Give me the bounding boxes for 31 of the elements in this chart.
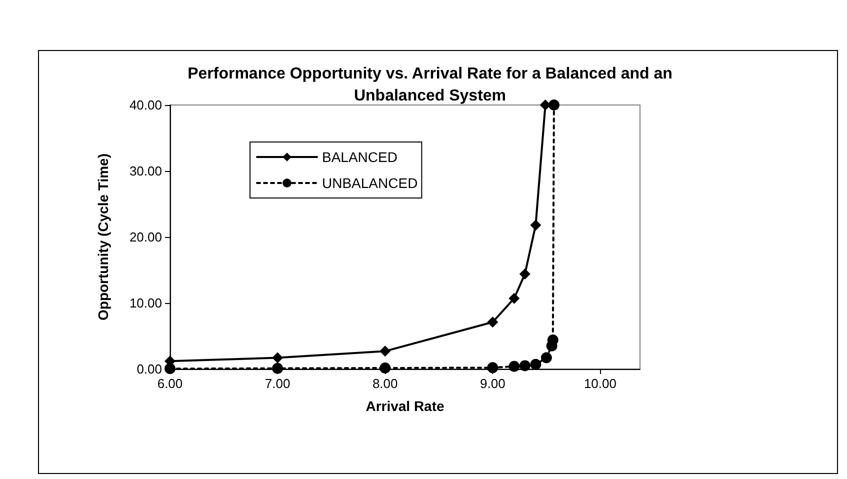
point (540, 352, 552, 364)
point (530, 358, 542, 370)
point (380, 346, 391, 357)
x-tick-label: 9.00 (480, 376, 506, 391)
point (519, 268, 530, 280)
point (164, 363, 176, 374)
y-tick-label: 10.00 (129, 296, 162, 310)
point (272, 352, 284, 364)
point (272, 362, 284, 374)
x-tick-label: 7.00 (264, 376, 290, 391)
point (508, 292, 520, 304)
y-tick-label: 40.00 (129, 98, 162, 112)
y-tick-label: 30.00 (129, 164, 162, 178)
x-tick-label: 8.00 (372, 376, 398, 391)
legend-label: UNBALANCED (322, 175, 418, 191)
chart-title: Performance Opportunity vs. Arrival Rate for a Balanced and an Unbalanced System (188, 66, 672, 104)
y-axis-title: Opportunity (Cycle Time) (95, 154, 111, 320)
x-axis-title: Arrival Rate (366, 398, 445, 414)
point (508, 360, 520, 372)
point (519, 360, 530, 372)
x-tick-label: 6.00 (157, 376, 183, 391)
x-tick-label: 10.00 (584, 376, 616, 391)
y-tick-label: 20.00 (129, 230, 162, 244)
point (547, 334, 558, 346)
point (548, 100, 560, 110)
point (530, 220, 542, 231)
point (487, 316, 498, 328)
point (380, 362, 391, 374)
legend-label: BALANCED (322, 149, 398, 165)
y-tick-label: 0.00 (136, 362, 162, 376)
point (487, 362, 498, 374)
